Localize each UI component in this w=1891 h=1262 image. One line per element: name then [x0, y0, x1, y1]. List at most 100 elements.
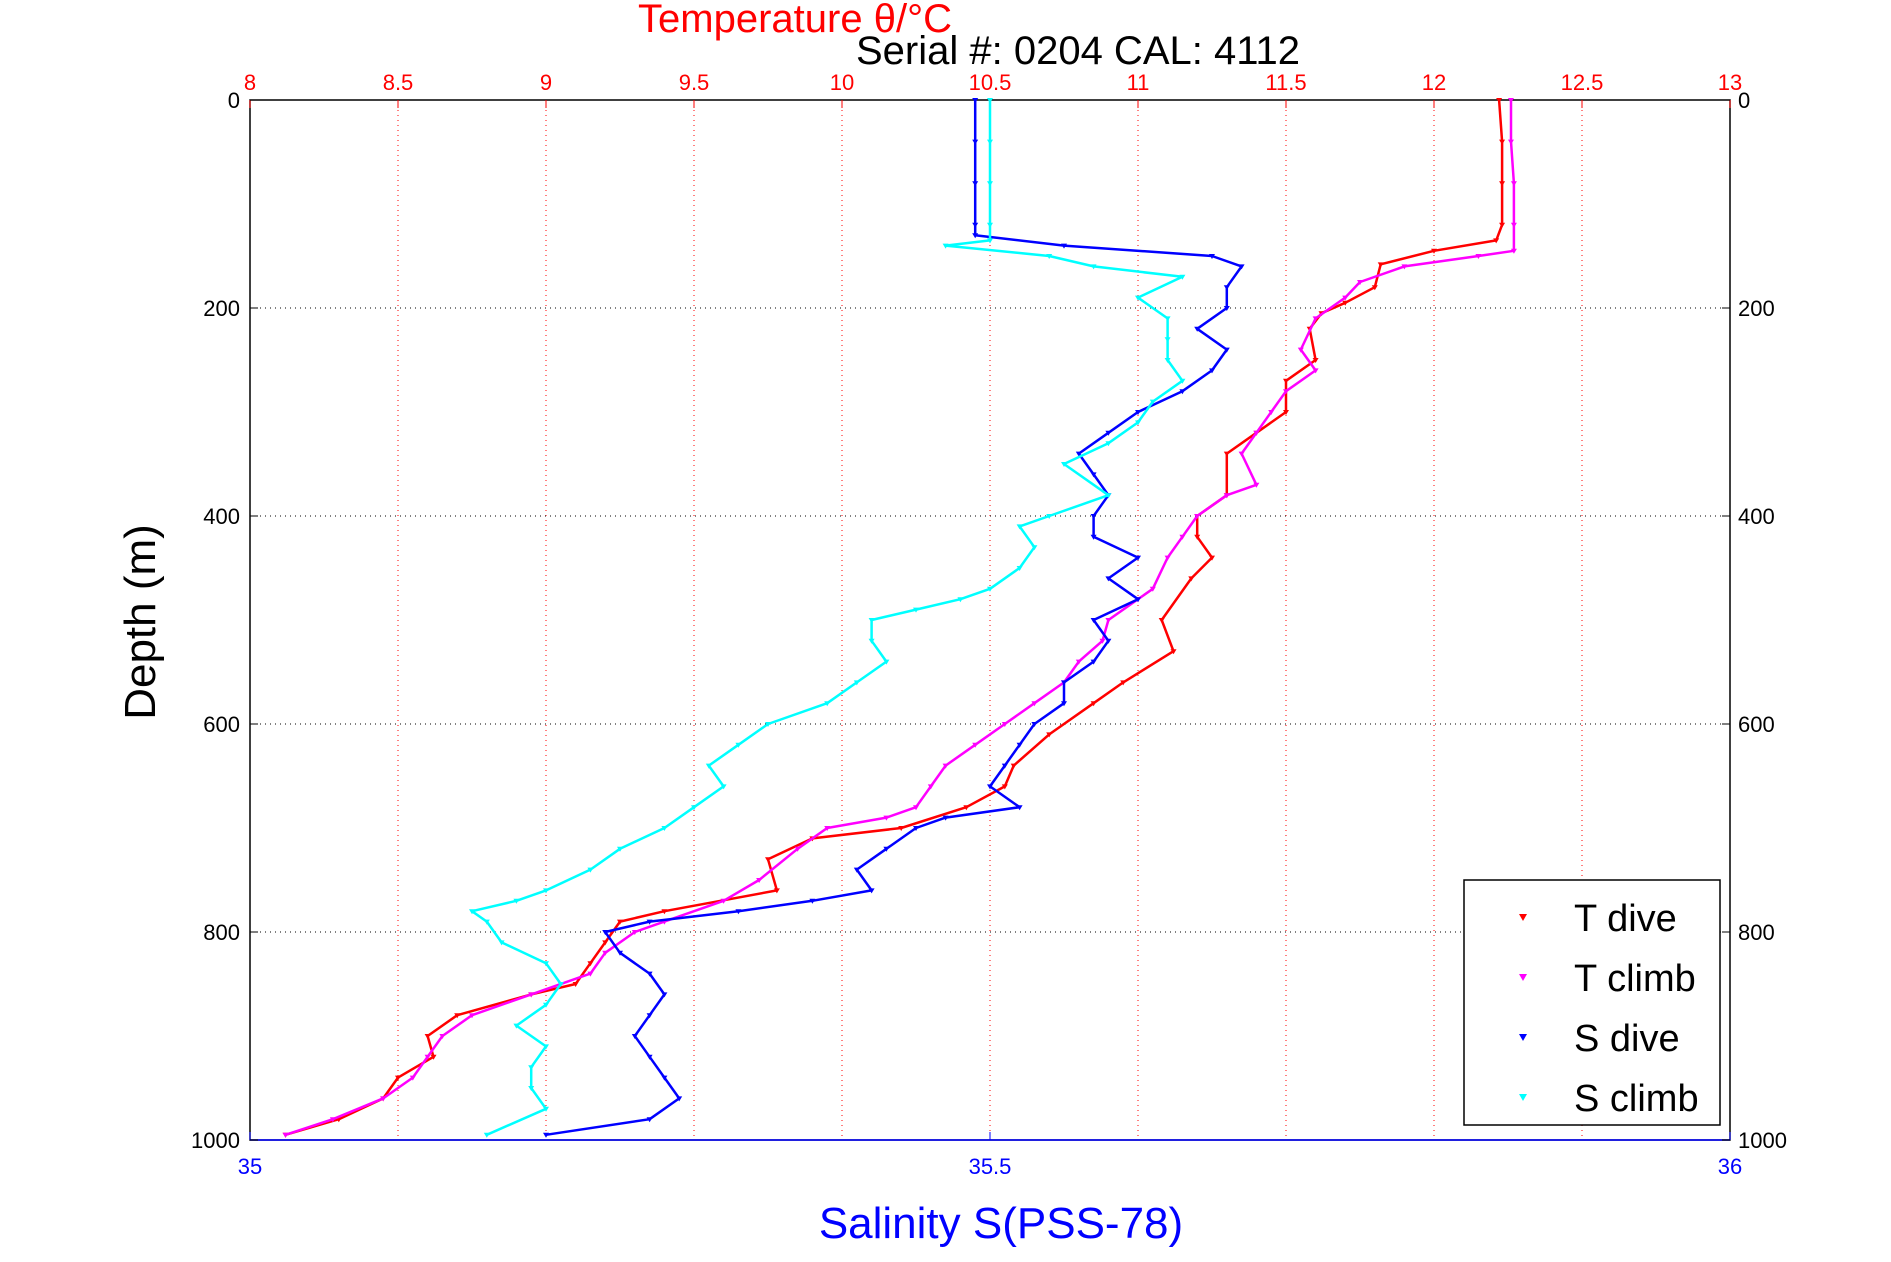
data-point	[972, 233, 979, 239]
right-tick-label: 800	[1738, 920, 1775, 945]
data-point	[883, 815, 890, 821]
data-point	[1475, 254, 1482, 259]
data-point	[1170, 649, 1177, 655]
data-point	[1194, 514, 1201, 519]
data-point	[720, 898, 727, 904]
data-point	[1510, 222, 1517, 228]
data-point	[1499, 181, 1506, 187]
data-point	[1194, 326, 1201, 332]
data-point	[972, 98, 979, 103]
data-point	[1493, 238, 1500, 244]
data-point	[454, 1013, 461, 1019]
legend-box	[1463, 879, 1721, 1126]
data-point	[1120, 680, 1127, 686]
top-tick-label: 10.5	[969, 70, 1012, 95]
top-tick-label: 12.5	[1561, 70, 1604, 95]
data-point	[1342, 295, 1349, 301]
data-point	[942, 815, 949, 821]
right-tick-label: 1000	[1738, 1128, 1787, 1153]
data-point	[1149, 399, 1156, 405]
data-point	[1164, 555, 1171, 561]
chart-series	[282, 98, 1517, 1138]
data-point	[720, 784, 727, 790]
legend-label: T climb	[1574, 958, 1696, 1000]
data-point	[1431, 248, 1437, 254]
data-point	[987, 181, 993, 187]
data-point	[1046, 254, 1053, 259]
data-point	[1499, 139, 1506, 145]
data-point	[528, 1086, 535, 1091]
data-point	[1010, 763, 1017, 769]
data-point	[1496, 98, 1503, 103]
data-point	[1061, 701, 1067, 707]
data-point	[853, 867, 860, 873]
series-s-climb	[469, 98, 1186, 1138]
data-point	[543, 1106, 549, 1112]
data-point	[824, 826, 831, 831]
data-point	[972, 222, 979, 228]
data-point	[972, 742, 979, 748]
data-point	[1090, 701, 1097, 707]
data-point	[1297, 347, 1304, 353]
left-tick-label: 1000	[191, 1128, 240, 1153]
data-point	[1090, 534, 1097, 540]
data-point	[1090, 264, 1097, 270]
data-point	[942, 763, 949, 769]
data-point	[898, 826, 905, 831]
data-point	[395, 1075, 401, 1081]
data-point	[1164, 337, 1171, 343]
data-point	[1105, 441, 1112, 447]
data-point	[868, 618, 875, 623]
x-axis-label: Salinity S(PSS-78)	[819, 1199, 1183, 1248]
left-tick-label: 0	[228, 88, 240, 113]
data-point	[1061, 243, 1067, 249]
data-point	[602, 940, 609, 946]
data-point	[765, 857, 771, 863]
data-point	[1061, 462, 1067, 467]
data-point	[572, 982, 579, 987]
data-point	[646, 1054, 653, 1060]
y-axis-label: Depth (m)	[116, 524, 165, 720]
chart-legend: T dive T climb S dive S climb	[1463, 879, 1721, 1126]
data-point	[543, 1002, 549, 1008]
top-tick-label: 11.5	[1265, 70, 1306, 95]
data-point	[853, 680, 860, 686]
data-point	[691, 805, 697, 811]
data-point	[957, 597, 964, 603]
data-point	[868, 638, 875, 644]
data-point	[765, 722, 771, 727]
legend-label: S climb	[1574, 1078, 1699, 1120]
data-point	[676, 1096, 683, 1102]
data-point	[1223, 285, 1230, 291]
data-point	[1223, 451, 1230, 457]
data-point	[1090, 659, 1097, 665]
left-tick-label: 400	[203, 504, 240, 529]
data-point	[617, 846, 623, 852]
data-point	[1510, 181, 1517, 187]
left-axis-depth: 0 200 400 600 800 1000	[191, 88, 258, 1153]
data-point	[987, 784, 993, 790]
data-point	[1090, 514, 1097, 519]
data-point	[987, 222, 993, 228]
top-tick-label: 8	[244, 70, 256, 95]
data-point	[1283, 410, 1289, 415]
data-point	[1016, 742, 1023, 748]
data-point	[528, 1065, 535, 1071]
data-point	[1312, 358, 1319, 363]
data-point	[1075, 451, 1082, 457]
top-tick-label: 13	[1718, 70, 1742, 95]
data-point	[1031, 545, 1038, 551]
data-point	[661, 992, 668, 998]
data-point	[1283, 389, 1289, 395]
data-point	[646, 1117, 653, 1123]
data-point	[942, 243, 949, 249]
data-point	[1253, 482, 1260, 488]
data-point	[483, 1132, 490, 1138]
data-point	[1401, 264, 1408, 270]
data-point	[824, 701, 831, 707]
data-point	[1377, 262, 1384, 268]
series-line	[285, 99, 1504, 1136]
data-point	[1135, 410, 1141, 415]
data-point	[439, 1034, 446, 1039]
